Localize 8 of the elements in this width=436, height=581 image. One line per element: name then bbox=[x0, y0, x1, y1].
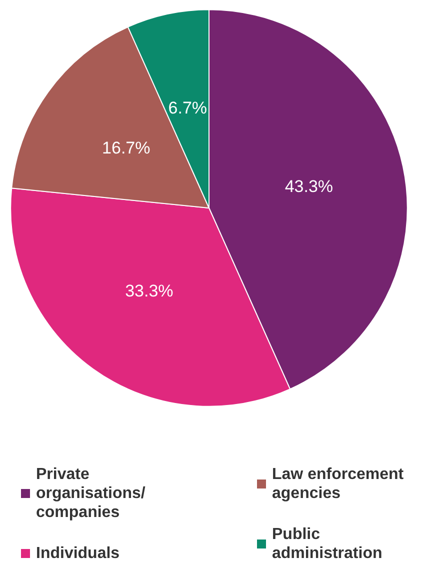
data-label: 33.3% bbox=[125, 281, 174, 300]
legend-label: Law enforcement agencies bbox=[272, 466, 408, 502]
data-label: 16.7% bbox=[102, 138, 150, 158]
legend-label: Individuals bbox=[36, 545, 120, 562]
data-label: 6.7% bbox=[168, 98, 208, 118]
legend-label: Private organisations/ companies bbox=[36, 466, 150, 521]
data-label: 43.3% bbox=[284, 177, 334, 196]
legend-label: Public administration bbox=[272, 526, 382, 562]
